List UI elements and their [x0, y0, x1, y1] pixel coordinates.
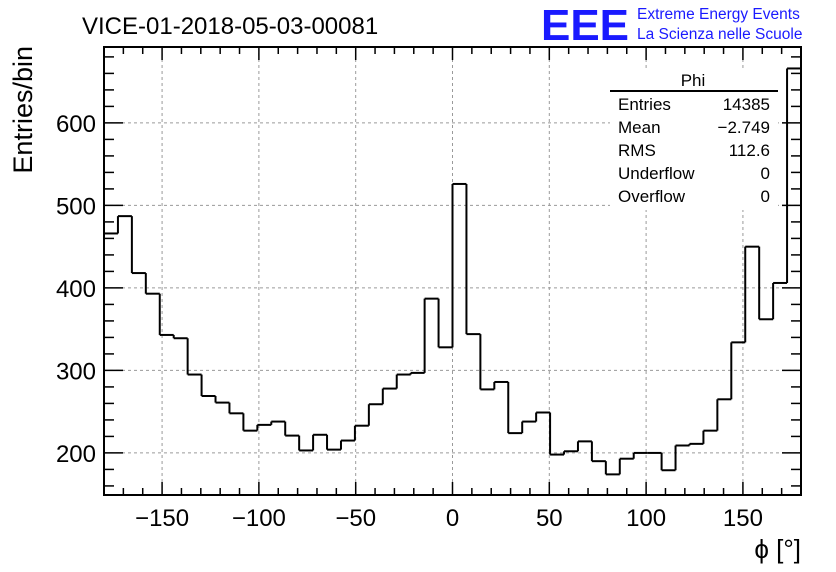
- tick-labels: −150 −100 −50 0 50 100 150 200 300 400 500 600: [56, 111, 763, 532]
- stats-row-value: 0: [761, 187, 770, 206]
- x-axis-label: ϕ [°]: [754, 534, 801, 564]
- y-tick-label: 400: [56, 276, 96, 303]
- logo-line-2: La Scienza nelle Scuole: [637, 26, 802, 43]
- x-tick-label: 0: [446, 505, 459, 532]
- stats-box: Phi Entries 14385 Mean −2.749 RMS 112.6 Underf…: [610, 70, 778, 210]
- stats-row-value: 14385: [723, 95, 770, 114]
- stats-row-value: −2.749: [718, 118, 770, 137]
- x-tick-label: −150: [135, 505, 189, 532]
- stats-row-label: Overflow: [618, 187, 686, 206]
- y-axis-label: Entries/bin: [8, 46, 38, 174]
- stats-row-label: RMS: [618, 141, 656, 160]
- x-tick-label: 150: [723, 505, 763, 532]
- stats-row-label: Mean: [618, 118, 661, 137]
- y-tick-label: 200: [56, 441, 96, 468]
- x-tick-label: 100: [626, 505, 666, 532]
- x-tick-label: 50: [536, 505, 563, 532]
- stats-row-label: Underflow: [618, 164, 695, 183]
- histogram-bins: [104, 67, 801, 476]
- stats-box-rows: Entries 14385 Mean −2.749 RMS 112.6 Underflow 0…: [618, 95, 770, 206]
- stats-box-background: [610, 70, 778, 210]
- stats-row-value: 112.6: [729, 141, 770, 160]
- y-tick-label: 500: [56, 193, 96, 220]
- x-tick-label: −100: [232, 505, 286, 532]
- stats-row-value: 0: [761, 164, 770, 183]
- eee-logo: EEE Extreme Energy Events La Scienza nel…: [541, 1, 802, 50]
- logo-line-1: Extreme Energy Events: [637, 6, 800, 23]
- logo-mark: EEE: [541, 1, 629, 50]
- y-tick-label: 300: [56, 358, 96, 385]
- y-tick-label: 600: [56, 111, 96, 138]
- axis-ticks: [104, 47, 801, 495]
- x-tick-label: −50: [335, 505, 376, 532]
- stats-row-label: Entries: [618, 95, 671, 114]
- stats-box-title: Phi: [681, 71, 706, 90]
- chart-title: VICE-01-2018-05-03-00081: [82, 13, 378, 40]
